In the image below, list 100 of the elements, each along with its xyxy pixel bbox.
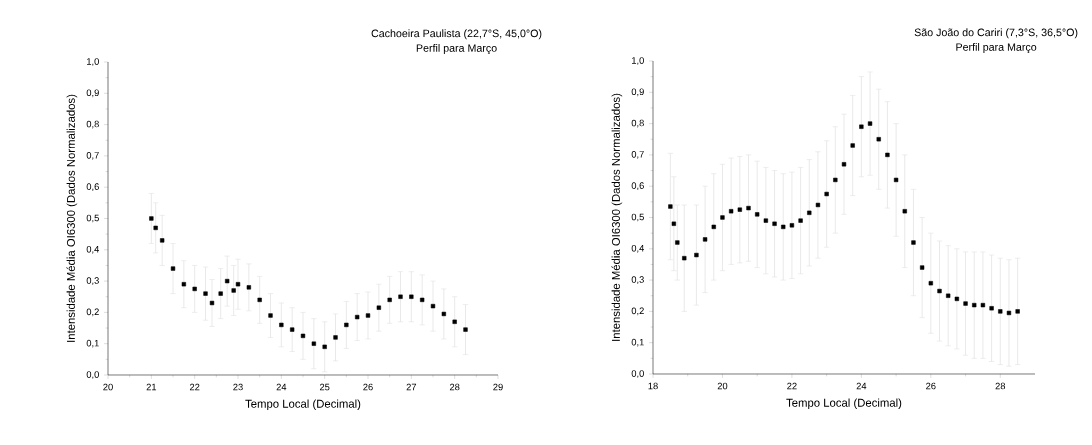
point [452, 319, 457, 324]
x-tick-label: 26 [926, 382, 936, 390]
point [682, 256, 687, 261]
point [322, 344, 327, 349]
chart-subtitle: Perfil para Março [416, 43, 497, 54]
point [209, 300, 215, 306]
chart-title: Cachoeira Paulista (22,7°S, 45,0°O) [371, 29, 542, 40]
point [859, 124, 864, 129]
x-tick-label: 18 [648, 382, 658, 390]
point [946, 293, 951, 298]
y-tick-label: 0,3 [631, 276, 644, 284]
y-tick-label: 0,4 [86, 245, 100, 254]
point [153, 225, 158, 231]
point [149, 216, 154, 221]
point [160, 238, 165, 243]
point [729, 209, 734, 214]
point [798, 218, 803, 223]
chart-subtitle: Perfil para Março [956, 42, 1037, 53]
y-tick-label: 0,2 [631, 307, 644, 316]
point [181, 282, 186, 287]
chart-title: São João do Cariri (7,3°S, 36,5°O) [914, 28, 1078, 39]
point [963, 301, 968, 306]
point [833, 177, 838, 183]
point [954, 296, 959, 302]
point [1006, 310, 1012, 316]
y-tick-label: 0,5 [86, 214, 99, 223]
point [192, 286, 197, 292]
y-axis-title: Intensidade Média OI6300 (Dados Normalizados) [611, 93, 623, 341]
x-tick-label: 24 [856, 382, 867, 390]
point [781, 224, 786, 230]
point [972, 302, 977, 308]
point [824, 191, 829, 197]
point [989, 306, 994, 311]
point [420, 297, 425, 302]
point [225, 278, 230, 284]
y-tick-label: 0,5 [631, 213, 644, 222]
y-tick-label: 0,9 [631, 88, 644, 97]
point [885, 152, 890, 158]
point [815, 202, 821, 208]
point [755, 212, 760, 217]
y-tick-label: 0,7 [631, 151, 644, 159]
point [789, 223, 795, 228]
point [290, 327, 295, 332]
y-tick-label: 0,0 [86, 371, 99, 379]
x-tick-label: 28 [449, 383, 460, 391]
y-tick-label: 1,0 [87, 58, 99, 66]
point [920, 265, 925, 270]
point [218, 291, 223, 296]
x-tick-label: 21 [146, 383, 157, 391]
y-tick-label: 0,2 [86, 308, 99, 317]
x-tick-label: 26 [363, 383, 373, 391]
point [928, 281, 933, 286]
x-tick-label: 22 [189, 383, 200, 391]
point [867, 121, 873, 126]
point [893, 177, 899, 183]
point [711, 224, 716, 230]
x-tick-label: 28 [995, 382, 1006, 390]
point [398, 294, 403, 299]
y-axis-title: Intensidade Média OI6300 (Dados Normalizados) [66, 94, 78, 342]
point [911, 240, 916, 245]
point [876, 137, 881, 142]
point [268, 313, 273, 318]
point [333, 335, 338, 340]
point [311, 341, 316, 346]
point [235, 282, 241, 287]
point [170, 266, 176, 271]
y-tick-label: 0,8 [86, 120, 99, 129]
point [441, 311, 446, 317]
y-tick-label: 0,8 [631, 119, 644, 128]
x-tick-label: 29 [493, 383, 503, 391]
point [409, 294, 414, 299]
point [937, 288, 942, 294]
x-axis-title: Tempo Local (Decimal) [786, 398, 902, 410]
y-tick-label: 0,7 [86, 152, 99, 160]
point [463, 327, 468, 332]
point [344, 322, 349, 328]
point [980, 302, 986, 308]
y-tick-label: 0,6 [86, 183, 99, 192]
point [694, 252, 699, 258]
y-tick-label: 0,0 [631, 370, 644, 378]
point [746, 205, 751, 211]
y-tick-label: 0,1 [631, 338, 644, 347]
point [998, 309, 1003, 314]
point [1015, 309, 1020, 314]
point [365, 313, 371, 318]
x-tick-label: 23 [233, 383, 243, 391]
y-tick-label: 0,6 [631, 182, 644, 191]
point [376, 305, 381, 310]
point [300, 333, 306, 338]
point [246, 285, 251, 290]
y-tick-label: 0,9 [86, 89, 99, 98]
point [850, 143, 855, 148]
point [355, 314, 360, 320]
point [841, 162, 847, 167]
point [668, 204, 673, 209]
y-tick-label: 0,4 [631, 244, 645, 253]
point [279, 322, 284, 328]
y-tick-label: 1,0 [632, 57, 644, 65]
point [772, 221, 777, 226]
x-tick-label: 27 [406, 383, 417, 391]
